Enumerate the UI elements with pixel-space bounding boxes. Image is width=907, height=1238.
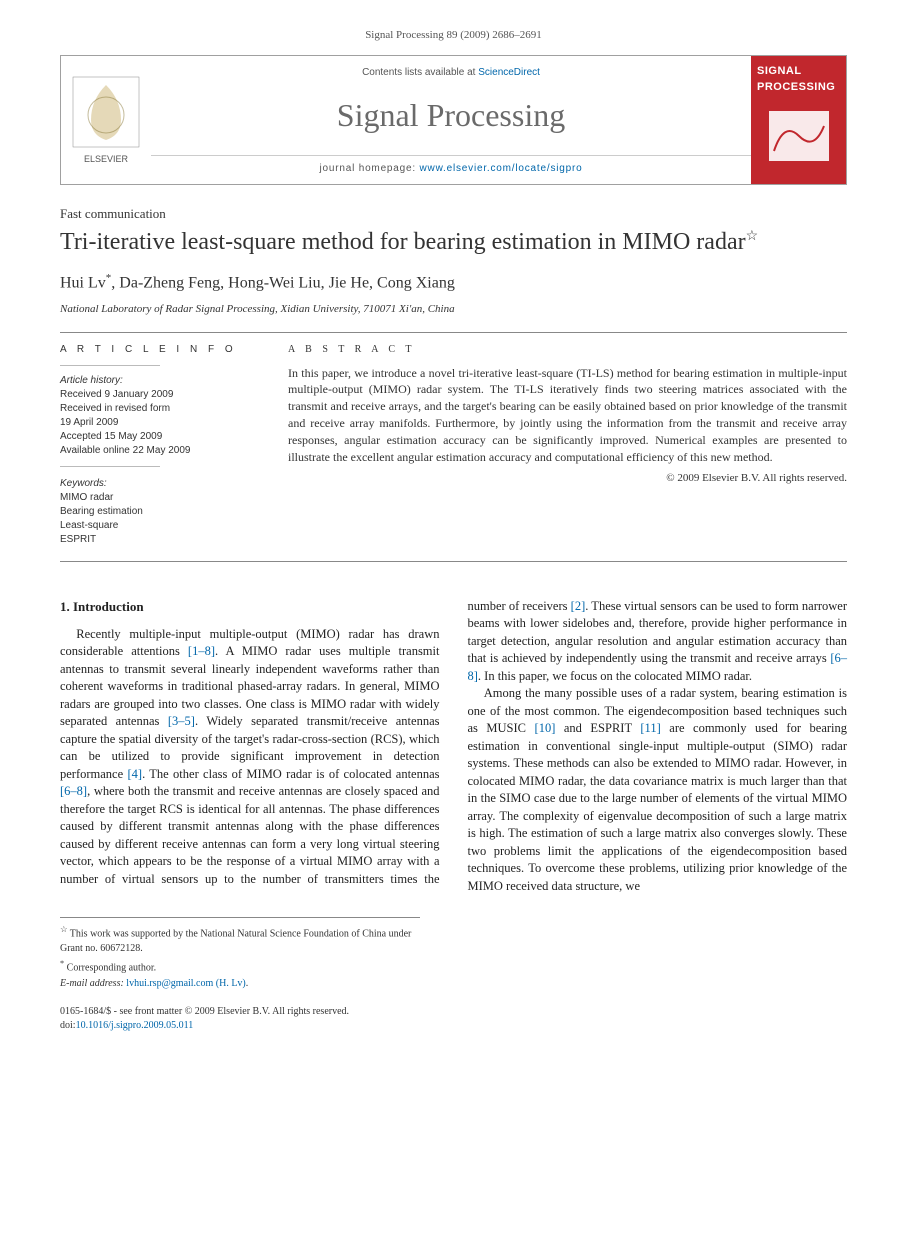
corr-text: Corresponding author. bbox=[64, 962, 156, 973]
email-suffix: . bbox=[246, 978, 249, 989]
p3-b: and ESPRIT bbox=[555, 721, 640, 735]
funding-footnote: ☆ This work was supported by the Nationa… bbox=[60, 924, 420, 955]
keywords-label: Keywords: bbox=[60, 477, 260, 491]
article-info-heading: A R T I C L E I N F O bbox=[60, 343, 260, 357]
section-1-heading: 1. Introduction bbox=[60, 598, 440, 616]
article-type: Fast communication bbox=[60, 205, 847, 223]
funding-text: This work was supported by the National … bbox=[60, 929, 411, 954]
cover-image-icon bbox=[757, 95, 840, 176]
keyword-2: Bearing estimation bbox=[60, 505, 260, 519]
bottom-meta: 0165-1684/$ - see front matter © 2009 El… bbox=[60, 1005, 847, 1033]
article-info-block: A R T I C L E I N F O Article history: R… bbox=[60, 343, 260, 547]
history-revised-1: Received in revised form bbox=[60, 402, 260, 416]
elsevier-text: ELSEVIER bbox=[84, 154, 129, 164]
journal-cover-thumb: SIGNAL PROCESSING bbox=[751, 56, 846, 184]
article-header: Fast communication Tri-iterative least-s… bbox=[60, 205, 847, 895]
ref-link-6-8[interactable]: [6–8] bbox=[60, 784, 87, 798]
email-label: E-mail address: bbox=[60, 978, 126, 989]
article-title: Tri-iterative least-square method for be… bbox=[60, 227, 847, 257]
sciencedirect-link[interactable]: ScienceDirect bbox=[478, 67, 540, 78]
p3-c: are commonly used for bearing estimation… bbox=[468, 721, 848, 893]
article-meta-row: A R T I C L E I N F O Article history: R… bbox=[60, 332, 847, 562]
doi-label: doi: bbox=[60, 1020, 76, 1031]
abstract-block: A B S T R A C T In this paper, we introd… bbox=[288, 343, 847, 547]
keyword-1: MIMO radar bbox=[60, 491, 260, 505]
footnotes: ☆ This work was supported by the Nationa… bbox=[60, 917, 420, 991]
doi-line: doi:10.1016/j.sigpro.2009.05.011 bbox=[60, 1019, 847, 1033]
keyword-3: Least-square bbox=[60, 519, 260, 533]
article-body: 1. Introduction Recently multiple-input … bbox=[60, 598, 847, 896]
p1-e: , where both the transmit and receive an… bbox=[60, 784, 440, 851]
ref-link-10[interactable]: [10] bbox=[535, 721, 556, 735]
abstract-text: In this paper, we introduce a novel tri-… bbox=[288, 365, 847, 466]
journal-banner: ELSEVIER Contents lists available at Sci… bbox=[60, 55, 847, 185]
email-footnote: E-mail address: lvhui.rsp@gmail.com (H. … bbox=[60, 977, 420, 991]
author-list: Hui Lv*, Da-Zheng Feng, Hong-Wei Liu, Ji… bbox=[60, 271, 847, 295]
ref-link-2[interactable]: [2] bbox=[571, 599, 586, 613]
title-text: Tri-iterative least-square method for be… bbox=[60, 229, 746, 255]
title-footnote-glyph: ☆ bbox=[746, 229, 759, 244]
contents-prefix: Contents lists available at bbox=[362, 67, 478, 78]
homepage-link[interactable]: www.elsevier.com/locate/sigpro bbox=[420, 163, 583, 174]
homepage-prefix: journal homepage: bbox=[320, 163, 420, 174]
journal-name: Signal Processing bbox=[151, 93, 751, 138]
body-paragraph-2: Among the many possible uses of a radar … bbox=[468, 685, 848, 895]
doi-link[interactable]: 10.1016/j.sigpro.2009.05.011 bbox=[76, 1020, 194, 1031]
affiliation: National Laboratory of Radar Signal Proc… bbox=[60, 302, 847, 317]
ref-link-1-8[interactable]: [1–8] bbox=[188, 644, 215, 658]
issn-line: 0165-1684/$ - see front matter © 2009 El… bbox=[60, 1005, 847, 1019]
history-revised-2: 19 April 2009 bbox=[60, 416, 260, 430]
banner-middle: Contents lists available at ScienceDirec… bbox=[151, 56, 751, 184]
corresponding-footnote: * Corresponding author. bbox=[60, 958, 420, 975]
elsevier-logo: ELSEVIER bbox=[61, 56, 151, 184]
contents-available-line: Contents lists available at ScienceDirec… bbox=[151, 66, 751, 80]
p2-c: . In this paper, we focus on the colocat… bbox=[478, 669, 752, 683]
ref-link-4[interactable]: [4] bbox=[127, 767, 142, 781]
running-head: Signal Processing 89 (2009) 2686–2691 bbox=[0, 0, 907, 55]
keyword-4: ESPRIT bbox=[60, 533, 260, 547]
cover-title: SIGNAL PROCESSING bbox=[757, 64, 840, 95]
ref-link-3-5[interactable]: [3–5] bbox=[168, 714, 195, 728]
email-link[interactable]: lvhui.rsp@gmail.com (H. Lv) bbox=[126, 978, 245, 989]
ref-link-11[interactable]: [11] bbox=[640, 721, 660, 735]
homepage-line: journal homepage: www.elsevier.com/locat… bbox=[151, 155, 751, 176]
abstract-heading: A B S T R A C T bbox=[288, 343, 847, 357]
history-label: Article history: bbox=[60, 374, 260, 388]
history-online: Available online 22 May 2009 bbox=[60, 444, 260, 458]
abstract-copyright: © 2009 Elsevier B.V. All rights reserved… bbox=[288, 471, 847, 486]
history-received: Received 9 January 2009 bbox=[60, 388, 260, 402]
p1-d: . The other class of MIMO radar is of co… bbox=[142, 767, 439, 781]
authors-rest: , Da-Zheng Feng, Hong-Wei Liu, Jie He, C… bbox=[111, 274, 455, 291]
history-accepted: Accepted 15 May 2009 bbox=[60, 430, 260, 444]
author-first: Hui Lv bbox=[60, 274, 106, 291]
